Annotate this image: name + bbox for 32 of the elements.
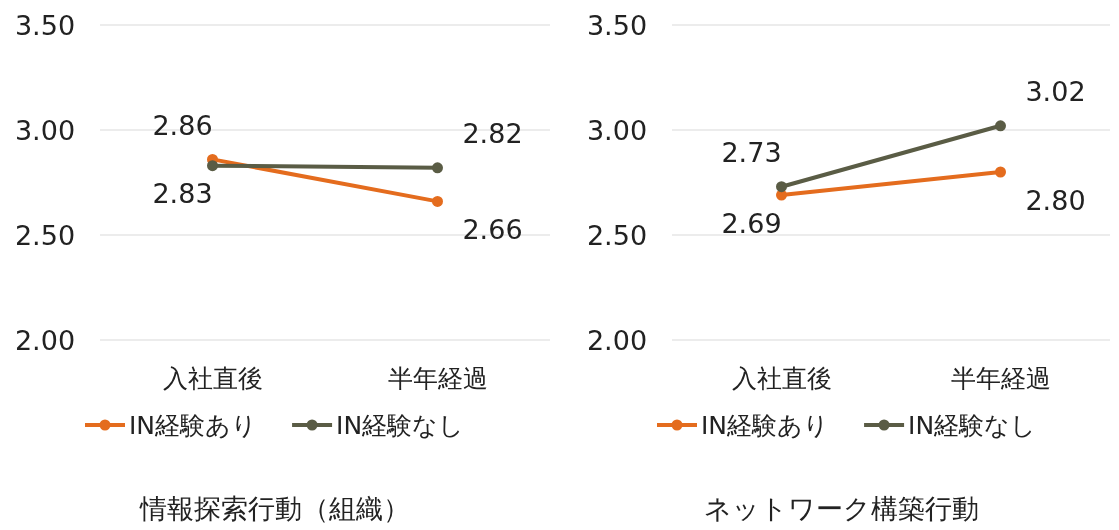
x-tick-label: 入社直後 [731,363,832,393]
x-tick-label: 半年経過 [387,363,488,393]
y-tick-label: 2.00 [14,324,76,356]
y-tick-label: 2.50 [14,219,76,251]
point [995,166,1006,178]
data-label: 3.02 [1025,76,1086,108]
data-label: 2.66 [462,213,523,245]
data-label: 2.86 [152,109,213,141]
y-tick-label: 2.00 [586,324,648,356]
text: 情報探索行動（組織） [139,492,410,524]
y-tick-label: 3.50 [586,9,648,41]
y-tick-label: 3.00 [586,114,648,146]
data-label: 2.80 [1025,184,1086,216]
legend-label: IN経験なし [336,410,465,440]
data-label: 2.69 [721,207,782,239]
y-tick-label: 3.00 [14,114,76,146]
point [995,120,1006,132]
data-label: 2.83 [152,178,213,210]
x-tick-label: 半年経過 [950,363,1051,393]
legend-label: IN経験あり [129,410,258,440]
legend-label: IN経験なし [908,410,1037,440]
point [776,181,787,193]
y-tick-label: 3.50 [14,9,76,41]
point [432,162,443,174]
text: ネットワーク構築行動 [703,492,979,524]
data-label: 2.82 [462,118,523,150]
point [432,195,443,207]
data-label: 2.73 [721,137,782,169]
x-tick-label: 入社直後 [162,363,263,393]
legend-label: IN経験あり [701,410,830,440]
point [207,160,218,172]
y-tick-label: 2.50 [586,219,648,251]
